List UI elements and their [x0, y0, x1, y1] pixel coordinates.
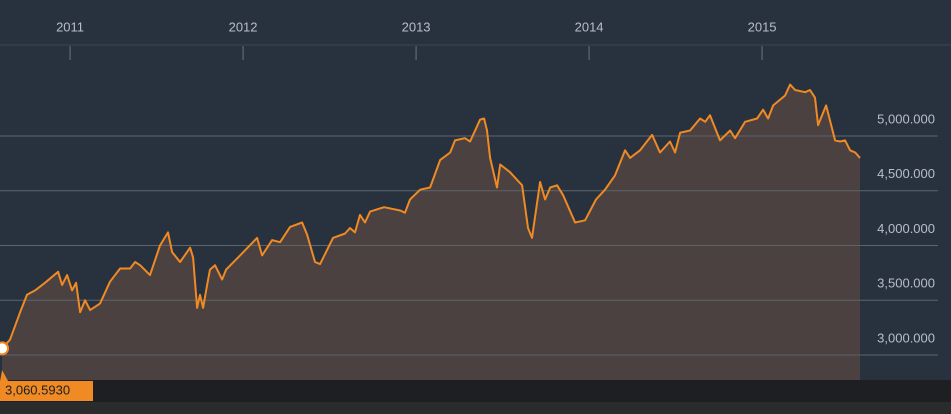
- value-label-box: [0, 381, 93, 401]
- y-tick-label: 3,500.000: [877, 276, 935, 291]
- footer-strip: [0, 402, 951, 414]
- x-tick-label: 2015: [748, 19, 777, 34]
- x-tick-label: 2014: [575, 19, 604, 34]
- y-tick-label: 4,500.000: [877, 166, 935, 181]
- area: [2, 84, 861, 380]
- x-tick-label: 2013: [402, 19, 431, 34]
- line: [1, 83, 861, 350]
- y-tick-label: 3,000.000: [877, 330, 935, 345]
- marker: [0, 341, 10, 356]
- y-tick-label: 4,000.000: [877, 221, 935, 236]
- y-tick-label: 5,000.000: [877, 111, 935, 126]
- value-label: 3,060.5930: [5, 382, 70, 397]
- x-tick-label: 2012: [229, 19, 258, 34]
- footer-bar: [0, 380, 951, 402]
- x-tick-label: 2011: [56, 19, 84, 34]
- marker-pointer: [0, 370, 9, 381]
